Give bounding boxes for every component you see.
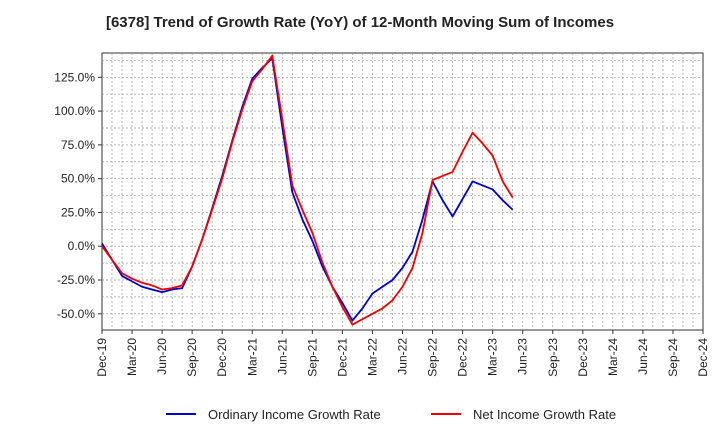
x-tick-label: Dec-19 [95,338,109,377]
chart-title: [6378] Trend of Growth Rate (YoY) of 12-… [105,14,615,31]
x-tick-label: Mar-23 [486,338,500,376]
x-tick-label: Dec-20 [215,338,229,377]
x-tick-label: Dec-22 [456,338,470,377]
y-tick-label: -25.0% [57,273,95,287]
y-tick-label: 125.0% [54,70,95,84]
legend: Ordinary Income Growth Rate Net Income G… [166,407,616,422]
x-tick-label: Dec-21 [335,338,349,377]
y-axis: 125.0% 100.0% 75.0% 50.0% 25.0% 0.0% -25.0% -50… [54,70,102,321]
legend-label-ordinary: Ordinary Income Growth Rate [208,407,381,422]
y-tick-label: 75.0% [61,138,95,152]
x-tick-label: Mar-20 [125,338,139,376]
y-tick-label: -50.0% [57,307,95,321]
x-tick-label: Mar-21 [245,338,259,376]
x-tick-label: Dec-23 [576,338,590,377]
y-tick-label: 50.0% [61,172,95,186]
x-tick-label: Jun-24 [636,338,650,375]
series-line-ordinary-income [101,57,514,322]
x-axis: Dec-19 Mar-20 Jun-20 Sep-20 Dec-20 Mar-21 Jun-… [95,330,710,377]
y-tick-label: 0.0% [68,239,96,253]
series-line-net-income [101,54,514,326]
x-tick-label: Sep-20 [185,338,199,377]
y-tick-label: 100.0% [54,104,95,118]
series-lines [101,54,514,326]
x-tick-label: Sep-24 [666,338,680,377]
x-tick-label: Sep-22 [426,338,440,377]
x-tick-label: Jun-21 [275,338,289,375]
y-tick-label: 25.0% [61,205,95,219]
x-tick-label: Mar-24 [606,338,620,376]
x-tick-label: Sep-21 [305,338,319,377]
x-tick-label: Sep-23 [546,338,560,377]
x-tick-label: Jun-23 [516,338,530,375]
x-tick-label: Jun-22 [396,338,410,375]
plot-area [101,52,704,331]
x-tick-label: Dec-24 [696,338,710,377]
x-tick-label: Mar-22 [365,338,379,376]
legend-label-net: Net Income Growth Rate [473,407,616,422]
grid [102,53,703,330]
x-tick-label: Jun-20 [155,338,169,375]
